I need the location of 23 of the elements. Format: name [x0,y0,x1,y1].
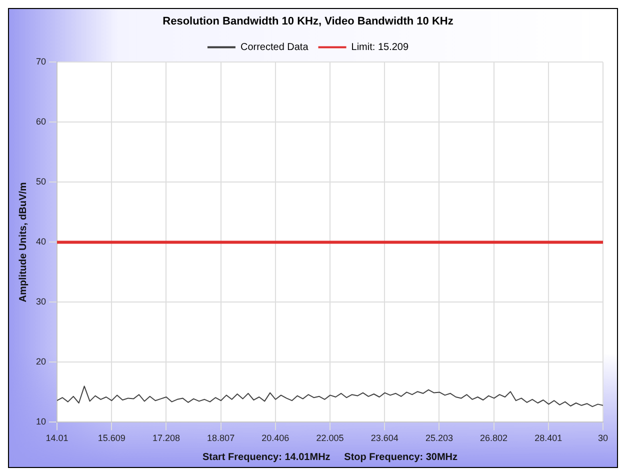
x-tick-label: 25.203 [425,433,453,444]
x-tick-label: 15.609 [98,433,126,444]
legend-label: Limit: 15.209 [351,42,409,53]
legend-label: Corrected Data [240,42,309,53]
x-tick-label: 17.208 [152,433,180,444]
x-tick-label: 28.401 [534,433,562,444]
y-tick-label: 10 [36,416,46,427]
y-tick-label: 50 [36,176,46,187]
y-tick-label: 60 [36,116,46,127]
x-tick-label: 18.807 [207,433,235,444]
x-axis-title: Start Frequency: 14.01MHz Stop Frequency: 30MHz [202,452,458,463]
x-tick-label: 26.802 [480,433,508,444]
y-tick-label: 20 [36,356,46,367]
y-tick-label: 70 [36,56,46,67]
y-axis-title: Amplitude Units, dBuV/m [18,182,29,302]
x-tick-label: 30 [598,433,608,444]
chart-title: Resolution Bandwidth 10 KHz, Video Bandwidth 10 KHz [162,16,454,28]
y-tick-label: 40 [36,236,46,247]
x-tick-label: 14.01 [46,433,68,444]
x-tick-label: 20.406 [262,433,290,444]
y-tick-label: 30 [36,296,46,307]
x-tick-label: 22.005 [316,433,344,444]
x-tick-label: 23.604 [370,433,398,444]
